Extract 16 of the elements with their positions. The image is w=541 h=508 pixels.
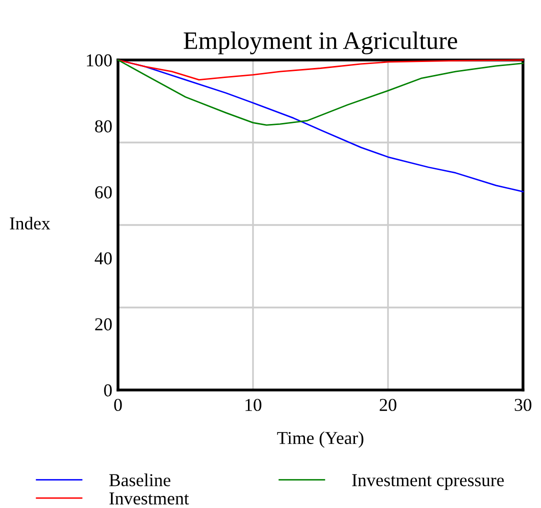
y-tick-label: 40	[94, 252, 112, 264]
x-tick-label: 10	[246, 398, 262, 412]
x-tick-label: 20	[380, 398, 396, 412]
y-tick-label: 100	[86, 54, 112, 66]
legend-label: Investment cpressure	[352, 474, 504, 490]
x-tick-label: 0	[114, 398, 122, 412]
y-tick-label: 20	[95, 318, 112, 330]
x-axis-title: Time (Year)	[277, 431, 364, 448]
legend-label: Investment	[109, 492, 189, 505]
legend-label: Baseline	[109, 474, 170, 486]
y-tick-label: 0	[104, 384, 112, 396]
x-tick-label: 30	[514, 398, 532, 412]
y-axis-title: Index	[10, 216, 50, 230]
y-tick-label: 60	[95, 186, 112, 198]
y-tick-label: 80	[95, 120, 112, 132]
chart-title: Employment in Agriculture	[184, 32, 458, 54]
